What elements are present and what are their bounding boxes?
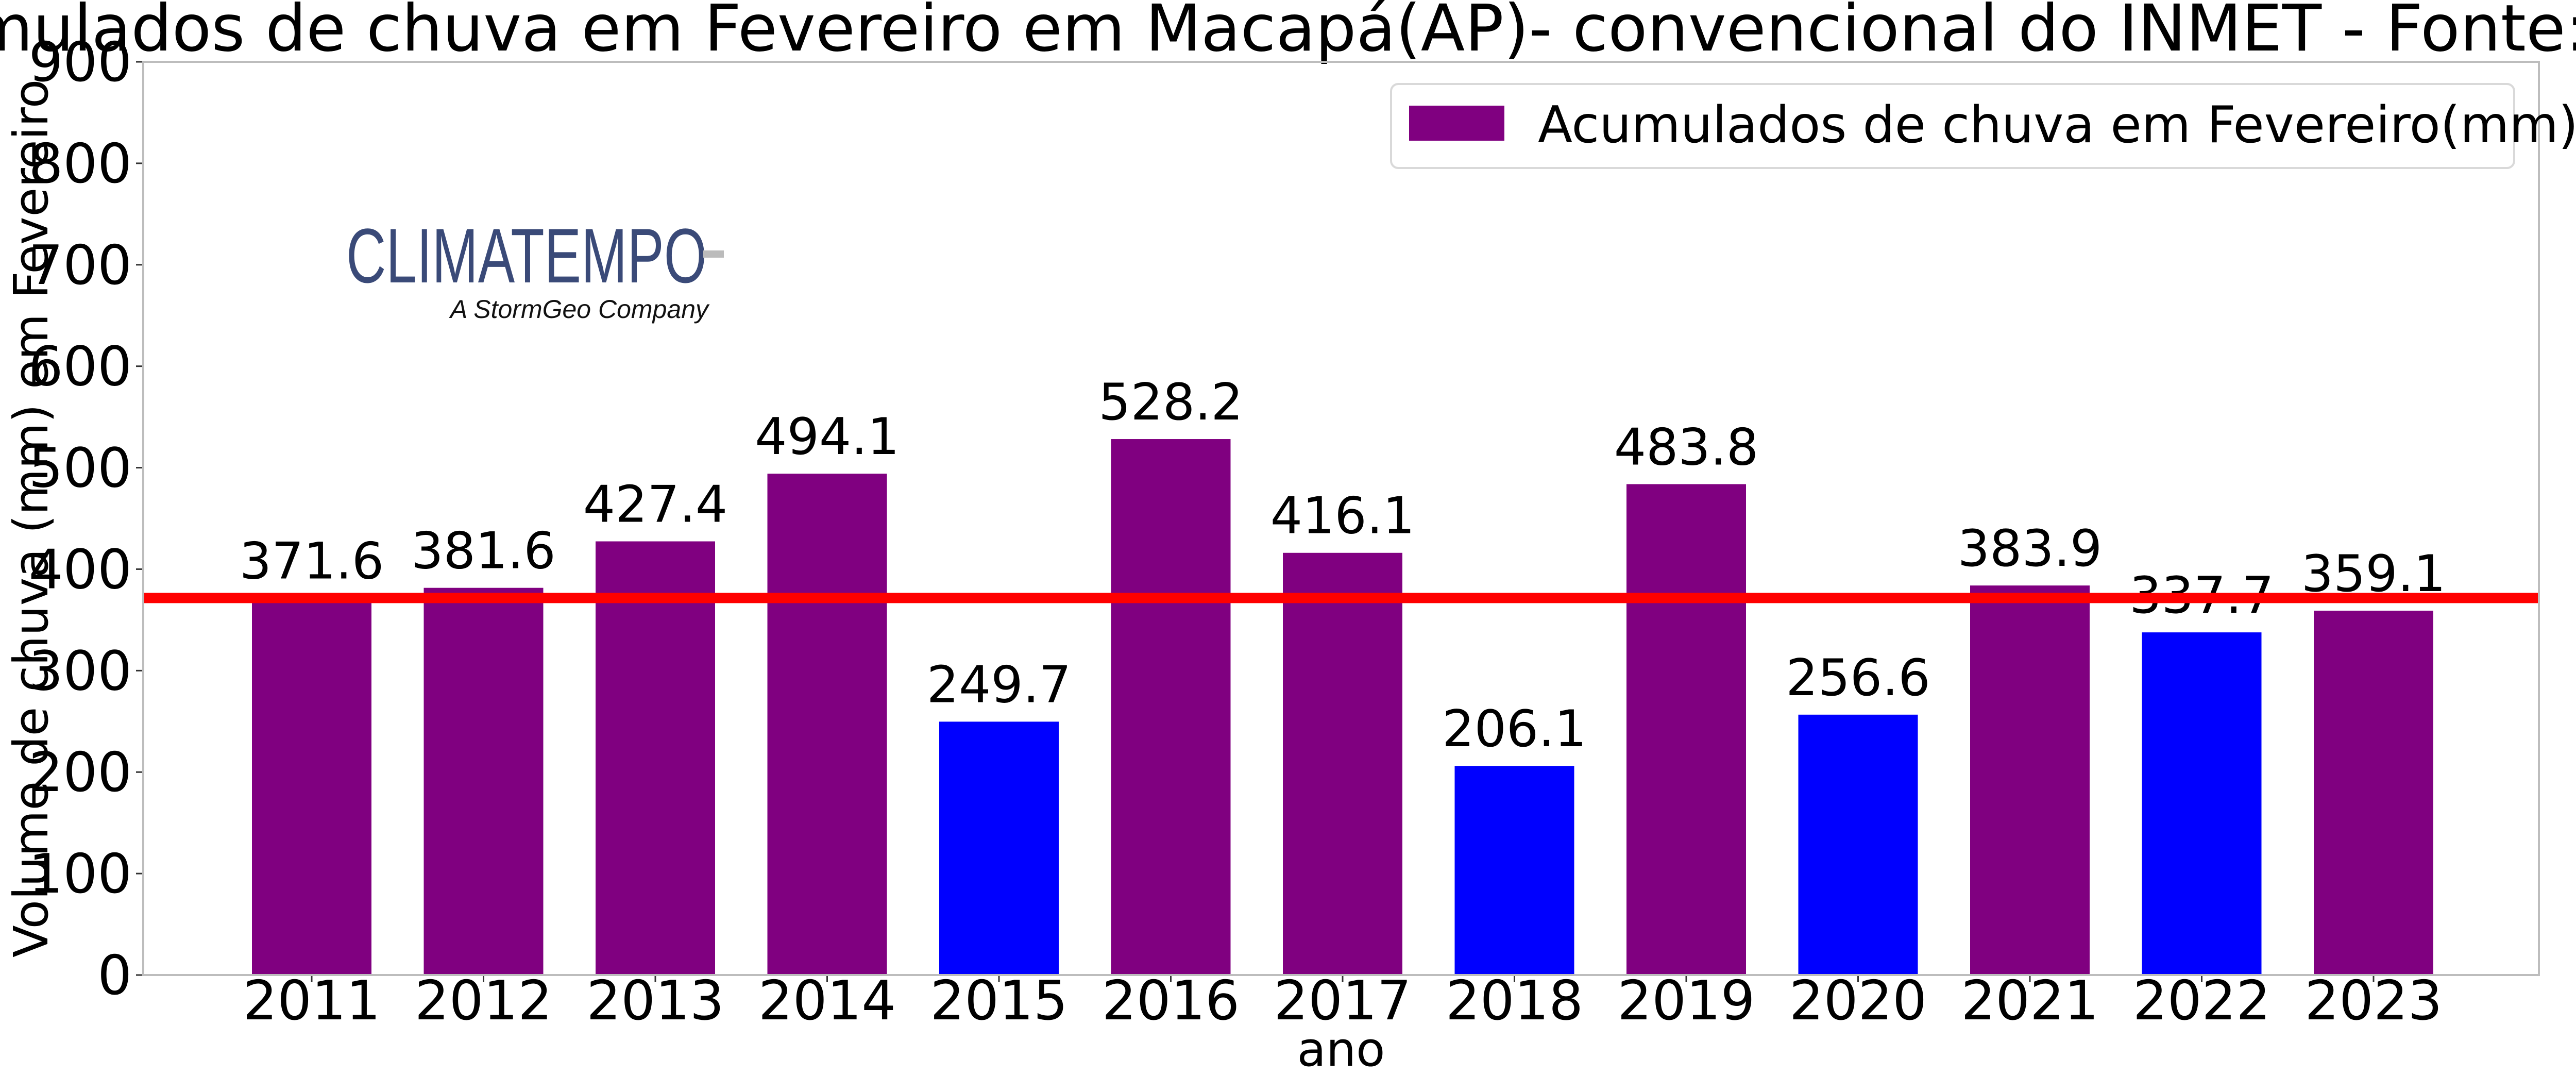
legend-box — [1390, 83, 2515, 169]
bar-value-label: 483.8 — [1614, 418, 1759, 477]
legend: Acumulados de chuva em Fevereiro(mm) — [1390, 83, 2576, 169]
x-tick-label: 2023 — [2304, 969, 2442, 1032]
y-tick-label: 500 — [29, 437, 132, 500]
x-tick-label: 2021 — [1961, 969, 2098, 1032]
x-tick-label: 2014 — [758, 969, 896, 1032]
bar-value-label: 381.6 — [411, 522, 556, 581]
bar — [2142, 632, 2262, 975]
bar — [1283, 552, 1402, 975]
bar — [939, 721, 1059, 975]
bar — [1798, 714, 1918, 975]
x-axis-label: ano — [1297, 1022, 1385, 1075]
bar-value-labels: 371.6 381.6 427.4 494.1 249.7 528.2 416.1 206.1… — [240, 373, 2446, 759]
bar — [596, 541, 715, 975]
legend-label: Acumulados de chuva em Fevereiro(mm) — [1538, 96, 2576, 155]
y-tick-label: 900 — [29, 31, 132, 94]
y-tick-label: 400 — [29, 538, 132, 601]
bar-value-label: 528.2 — [1098, 373, 1243, 432]
y-tick-label: 100 — [29, 843, 132, 905]
bar-value-label: 206.1 — [1442, 700, 1587, 759]
y-axis-label: Volume de chuva (mm) em Fevereiro — [4, 79, 59, 958]
x-tick-label: 2020 — [1789, 969, 1927, 1032]
y-tick-label: 800 — [29, 132, 132, 195]
x-tick-label: 2015 — [930, 969, 1067, 1032]
bar — [423, 587, 544, 975]
y-tick-label: 0 — [97, 944, 132, 1007]
bar — [1454, 766, 1574, 975]
bar — [1970, 585, 2090, 975]
x-axis-ticks: 2011 2012 2013 2014 2015 2016 2017 2018 2019 2020… — [243, 969, 2442, 1032]
x-tick-label: 2012 — [415, 969, 552, 1032]
bar — [2314, 610, 2433, 975]
y-tick-label: 700 — [29, 234, 132, 297]
x-tick-label: 2011 — [243, 969, 380, 1032]
x-tick-label: 2022 — [2133, 969, 2270, 1032]
y-tick-label: 200 — [29, 741, 132, 804]
logo-wordmark: CLIMATEMPO — [346, 212, 707, 299]
y-tick-label: 300 — [29, 640, 132, 702]
bar-value-label: 371.6 — [240, 532, 384, 591]
bar — [767, 474, 887, 975]
bar-value-label: 256.6 — [1786, 649, 1930, 708]
legend-swatch — [1409, 106, 1504, 141]
chart-title: Acumulados de chuva em Fevereiro em Maca… — [0, 0, 2576, 66]
x-tick-label: 2017 — [1274, 969, 1411, 1032]
x-tick-label: 2019 — [1617, 969, 1755, 1032]
x-tick-label: 2013 — [586, 969, 724, 1032]
bar-value-label: 494.1 — [755, 408, 900, 466]
logo-tagline: A StormGeo Company — [449, 295, 710, 324]
bar-value-label: 249.7 — [927, 656, 1072, 714]
bar-value-label: 427.4 — [583, 475, 728, 534]
plot-frame — [142, 61, 2540, 976]
y-tick-label: 600 — [29, 335, 132, 398]
bar — [1111, 439, 1231, 975]
bar — [252, 598, 371, 975]
bar-value-label: 383.9 — [1958, 519, 2103, 578]
y-axis-ticks: 0 100 200 300 400 500 600 700 800 900 — [29, 31, 143, 1007]
x-tick-label: 2018 — [1446, 969, 1583, 1032]
bars — [252, 439, 2433, 975]
climatempo-logo: CLIMATEMPO A StormGeo Company — [346, 212, 724, 324]
bar — [1626, 484, 1746, 975]
x-tick-label: 2016 — [1102, 969, 1240, 1032]
bar-value-label: 416.1 — [1270, 487, 1415, 546]
